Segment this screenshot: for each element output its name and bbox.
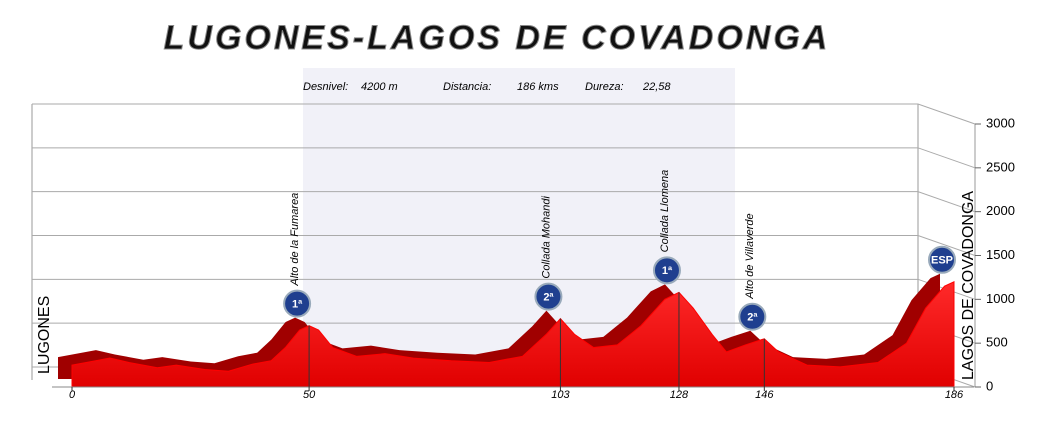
category-label: 2ª bbox=[747, 312, 758, 324]
end-label: LAGOS DE COVADONGA bbox=[960, 191, 977, 380]
y-tick-label: 3000 bbox=[986, 115, 1015, 130]
peak-name: Collada Llomena bbox=[659, 170, 671, 253]
grid-line bbox=[32, 278, 976, 300]
stat-label: Dureza: bbox=[585, 81, 624, 93]
chart-title: LUGONES-LAGOS DE COVADONGA bbox=[164, 19, 831, 57]
grid-line bbox=[32, 147, 976, 169]
x-tick-label: 103 bbox=[551, 389, 570, 401]
stat-value: 186 kms bbox=[517, 81, 559, 93]
x-tick-label: 0 bbox=[69, 389, 76, 401]
y-tick-label: 500 bbox=[986, 335, 1008, 350]
category-label: 1ª bbox=[292, 299, 303, 311]
y-tick-label: 1500 bbox=[986, 247, 1015, 262]
grid-line bbox=[32, 103, 976, 125]
x-tick-label: 186 bbox=[945, 389, 964, 401]
grid-line bbox=[32, 235, 976, 256]
category-label: 2ª bbox=[543, 292, 554, 304]
category-badge bbox=[652, 256, 681, 285]
x-tick-label: 128 bbox=[670, 389, 689, 401]
category-badge bbox=[283, 289, 312, 318]
x-tick-label: 50 bbox=[303, 389, 316, 401]
grid-line bbox=[32, 191, 976, 213]
peak-name: Collada Mohandi bbox=[540, 196, 552, 279]
category-badge bbox=[534, 282, 563, 311]
stat-value: 4200 m bbox=[361, 81, 398, 93]
stat-label: Desnivel: bbox=[303, 81, 348, 93]
peak-name: Alto de la Fumarea bbox=[289, 193, 301, 287]
category-label: ESP bbox=[931, 255, 953, 267]
peak-name: Alto de Villaverde bbox=[744, 213, 756, 299]
y-tick-label: 2000 bbox=[986, 203, 1015, 218]
start-label: LUGONES bbox=[36, 296, 53, 374]
category-badge bbox=[928, 245, 956, 274]
y-tick-label: 0 bbox=[986, 378, 993, 393]
x-tick-label: 146 bbox=[755, 389, 774, 401]
category-badge bbox=[738, 302, 767, 331]
stat-label: Distancia: bbox=[443, 81, 491, 93]
category-label: 1ª bbox=[662, 265, 673, 277]
y-tick-label: 2500 bbox=[986, 159, 1015, 174]
y-tick-label: 1000 bbox=[986, 291, 1015, 306]
stat-value: 22,58 bbox=[642, 81, 671, 93]
